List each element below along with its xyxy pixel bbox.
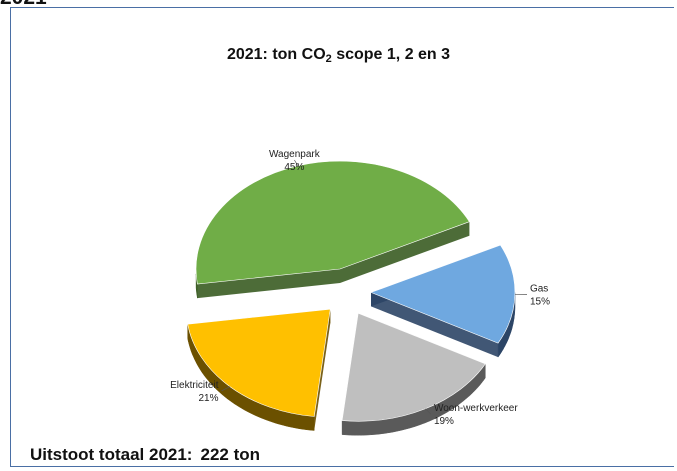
slice-gas [370,244,516,344]
chart-title: 2021: ton CO2 scope 1, 2 en 3 [0,46,677,65]
slice-woon-werkverkeer [341,312,486,422]
slice-percent-gas: 15% [530,296,550,307]
footer-label: Uitstoot totaal 2021: [30,445,193,464]
chart-title-suffix: scope 1, 2 en 3 [331,46,451,63]
slice-wagenpark [195,160,470,285]
slice-percent-wagenpark: 45% [284,162,304,173]
slice-label-elektriciteit: Elektriciteit [170,380,219,391]
slice-label-woon-werkverkeer: Woon-werkverkeer [434,403,518,414]
slice-percent-woon-werkverkeer: 19% [434,416,454,427]
slice-label-gas: Gas [530,283,548,294]
leader-line-wagenpark [294,159,299,166]
slice-percent-elektriciteit: 21% [198,393,218,404]
chart-title-subscript: 2 [325,53,332,65]
footer-total-value: 222 ton [200,445,261,464]
leader-line-elektriciteit [221,386,231,392]
slice-label-wagenpark: Wagenpark [269,149,321,160]
chart-title-prefix: 2021: ton CO [226,46,326,63]
slice-elektriciteit [187,308,331,417]
cut-off-year-heading: 2021 [0,0,47,10]
emission-total-footer: Uitstoot totaal 2021: 222 ton [30,445,260,465]
slice-side-wagenpark [195,221,470,299]
leader-line-woon-werkverkeer [425,408,432,415]
